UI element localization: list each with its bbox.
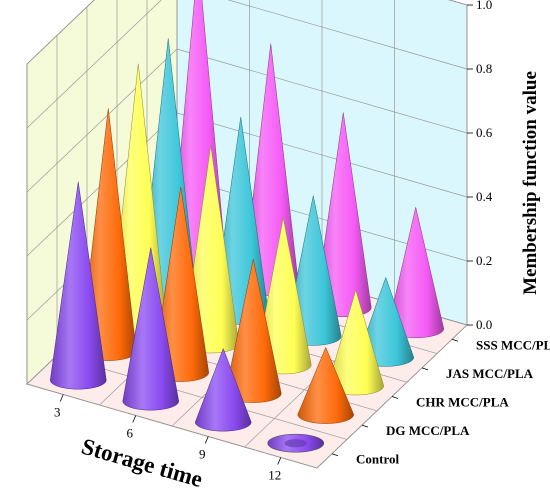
series-label: SSS MCC/PLA — [476, 337, 550, 352]
cone-body — [297, 346, 355, 424]
x-tick-mark — [132, 415, 137, 423]
cone-body — [194, 347, 252, 432]
x-tick-label: 9 — [199, 447, 206, 462]
x-tick-mark — [277, 457, 282, 465]
z-tick-label: 0.6 — [476, 125, 493, 140]
x-tick-mark — [204, 436, 209, 444]
x-tick-label: 6 — [127, 426, 134, 441]
cone — [297, 346, 355, 424]
chart-ticks: 0.0 0.2 0.4 0.6 0.8 1.0 3 6 9 12 Control DG MCC/PLA… — [54, 0, 550, 483]
series-tick-mark — [421, 367, 429, 371]
grid-line-back-z — [26, 0, 95, 65]
series-tick-mark — [361, 424, 369, 428]
cone-base-core — [284, 439, 307, 448]
series-tick-mark — [331, 453, 339, 457]
z-tick-label: 0.8 — [476, 61, 492, 76]
x-tick-label: 12 — [268, 468, 281, 483]
cone-body — [49, 181, 107, 390]
series-label: DG MCC/PLA — [386, 423, 470, 438]
cone — [194, 347, 252, 432]
x-axis-label: Storage time — [79, 434, 206, 492]
series-tick-mark — [451, 338, 459, 342]
grid-line-back-z — [26, 0, 162, 129]
cone — [122, 247, 180, 411]
cone-body — [122, 247, 180, 411]
x-tick-mark — [59, 394, 64, 402]
series-label: JAS MCC/PLA — [446, 366, 534, 381]
cone — [267, 433, 325, 453]
z-tick-label: 0.2 — [476, 253, 492, 268]
series-label: CHR MCC/PLA — [416, 395, 509, 410]
x-tick-label: 3 — [54, 405, 61, 420]
z-tick-label: 0.0 — [476, 317, 492, 332]
series-label: Control — [356, 452, 399, 467]
cone — [49, 181, 107, 390]
grid-line-back-z — [26, 48, 178, 193]
z-tick-label: 0.4 — [476, 189, 493, 204]
grid-line-floor-s — [56, 355, 348, 440]
chart-cones — [49, 0, 445, 453]
grid-line-floor-s — [26, 383, 318, 469]
z-tick-label: 1.0 — [476, 0, 492, 12]
series-tick-mark — [391, 396, 399, 399]
z-axis-label: Membership function value — [520, 71, 541, 295]
